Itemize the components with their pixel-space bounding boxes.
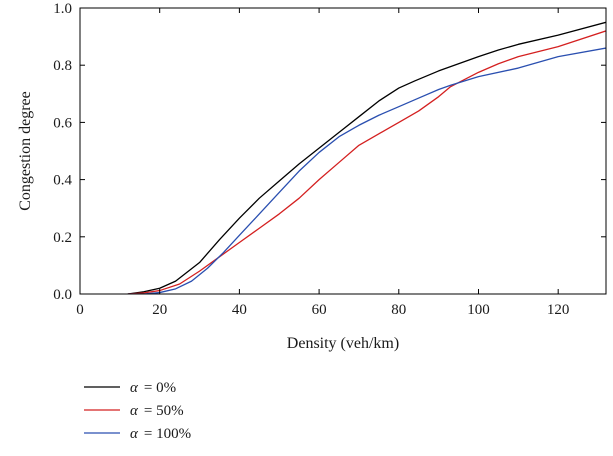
x-tick-label: 100 [467, 302, 490, 318]
legend-item: α = 50% [84, 403, 184, 419]
y-tick-label: 0.0 [53, 287, 72, 303]
plot-frame [79, 7, 607, 295]
y-axis-title: Congestion degree [17, 91, 34, 211]
y-tick-label: 0.6 [53, 115, 72, 131]
x-tick-label: 120 [547, 302, 570, 318]
legend-value: = 50% [144, 403, 184, 419]
legend-symbol: α [130, 380, 139, 396]
y-tick-label: 0.2 [53, 230, 72, 246]
x-tick-label: 0 [76, 302, 84, 318]
x-tick-label: 60 [312, 302, 327, 318]
y-tick-label: 1.0 [53, 1, 72, 17]
axes: 0 20 40 60 80 100 120 0.0 0.2 0.4 0.6 0.8 1.0 Density… [17, 1, 607, 352]
series-line-2 [127, 47, 606, 294]
x-tick-label: 80 [391, 302, 406, 318]
x-tick-label: 20 [152, 302, 167, 318]
y-tick-label: 0.4 [53, 173, 72, 189]
legend-symbol: α [130, 403, 139, 419]
legend-label: α = 100% [130, 426, 191, 442]
series-line-1 [127, 30, 606, 294]
series-line-0 [127, 21, 606, 294]
x-tick-label: 40 [232, 302, 247, 318]
plot-area [127, 21, 606, 294]
x-axis-title: Density (veh/km) [287, 335, 399, 352]
y-tick-label: 0.8 [53, 58, 72, 74]
legend-symbol: α [130, 426, 139, 442]
legend-item: α = 100% [84, 426, 191, 442]
legend-label: α = 0% [130, 380, 176, 396]
legend-item: α = 0% [84, 380, 176, 396]
legend-label: α = 50% [130, 403, 184, 419]
legend-value: = 0% [144, 380, 176, 396]
legend-value: = 100% [144, 426, 191, 442]
legend: α = 0% α = 50% α = 100% [84, 380, 191, 442]
